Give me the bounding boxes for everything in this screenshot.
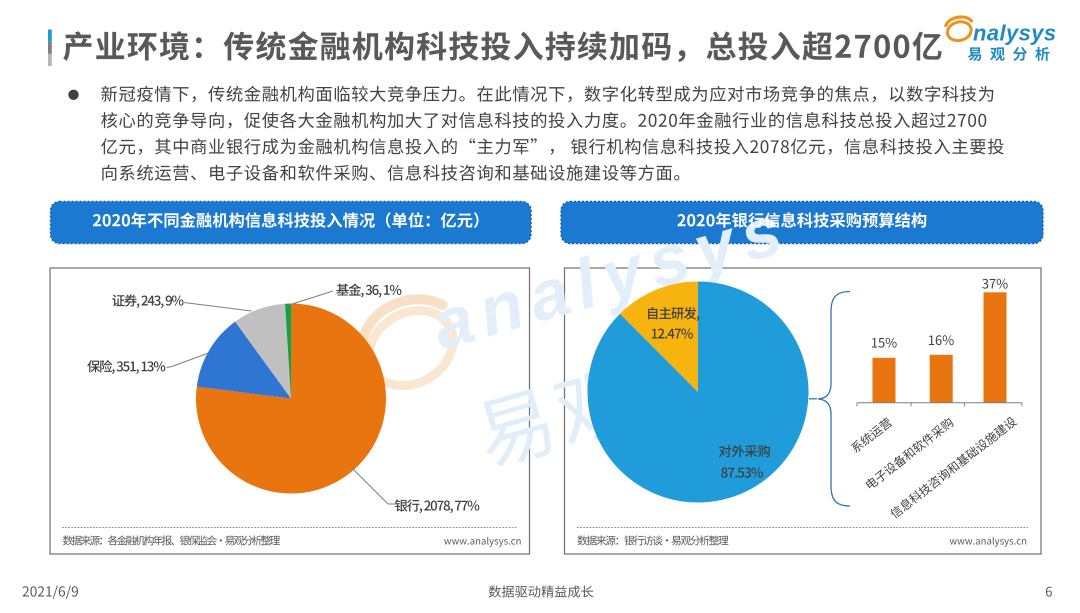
svg-text:nalysys: nalysys — [973, 21, 1057, 46]
